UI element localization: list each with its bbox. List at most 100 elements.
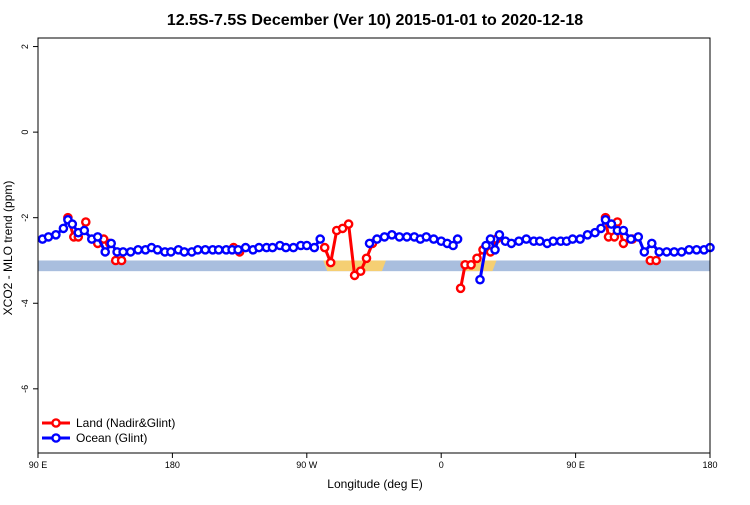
series-1-point — [254, 242, 264, 253]
series-1-point — [548, 236, 559, 246]
legend: Land (Nadir&Glint)Ocean (Glint) — [42, 416, 175, 445]
series-0-point — [81, 217, 91, 227]
series-1-point — [281, 242, 291, 253]
series-1-point — [606, 219, 617, 229]
series-1-point — [43, 232, 54, 242]
series-0-point — [455, 283, 466, 294]
series-1-point — [166, 247, 176, 257]
series-1-point — [626, 234, 636, 244]
series-1-point — [633, 232, 644, 242]
x-axis: 90 E 180 90 W 0 90 E 180 — [29, 453, 718, 470]
series-0-point — [349, 270, 360, 281]
series-1-point — [452, 234, 463, 244]
series-1-point — [372, 234, 382, 244]
series-0-point — [355, 266, 366, 277]
series-1-point — [684, 244, 694, 255]
y-axis: 2 0 -2 -4 -6 — [20, 44, 38, 393]
y-tick-label: -2 — [20, 214, 30, 222]
series-1-point — [233, 244, 243, 255]
series-1-point — [67, 219, 78, 229]
series-1-point — [428, 234, 439, 244]
series-0-point — [116, 255, 127, 266]
series-layer — [37, 212, 715, 294]
series-1-point — [118, 247, 128, 257]
series-0-point — [618, 238, 629, 249]
series-1-point — [267, 242, 278, 253]
series-1-point — [661, 247, 672, 257]
legend-label: Land (Nadir&Glint) — [76, 416, 175, 430]
series-1-point — [125, 247, 136, 257]
series-1-point — [590, 227, 600, 238]
series-1-point — [106, 238, 116, 249]
series-1-point — [600, 214, 611, 225]
series-1-point — [654, 247, 665, 257]
series-1-point — [240, 242, 251, 253]
x-tick-label: 0 — [439, 460, 444, 470]
series-1-point — [179, 247, 190, 257]
y-tick-label: -6 — [20, 385, 30, 393]
series-1-point — [387, 229, 397, 240]
legend-label: Ocean (Glint) — [76, 431, 147, 445]
series-0-point — [361, 253, 372, 264]
series-1-point — [79, 225, 90, 236]
y-tick-label: -4 — [20, 299, 30, 307]
series-1-point — [379, 232, 390, 242]
reference-band-layer — [38, 260, 710, 272]
x-tick-label: 180 — [165, 460, 180, 470]
y-tick-label: 2 — [20, 44, 30, 49]
x-axis-label: Longitude (deg E) — [327, 477, 422, 491]
series-1-point — [213, 244, 224, 255]
series-0-point — [319, 242, 330, 253]
series-0-point — [343, 219, 354, 229]
series-1-point — [535, 236, 545, 246]
legend-swatch-marker — [51, 433, 61, 443]
series-1-point — [92, 232, 103, 242]
series-1-point — [448, 240, 458, 251]
x-tick-label: 90 W — [296, 460, 318, 470]
series-1-point — [490, 244, 500, 255]
series-1-point — [475, 274, 485, 285]
series-1-point — [301, 240, 312, 251]
series-1-point — [575, 234, 585, 244]
series-1-point — [494, 229, 505, 240]
series-0-point — [472, 253, 482, 264]
series-1-point — [567, 234, 578, 244]
series-1-point — [100, 247, 110, 257]
chart-title: 12.5S-7.5S December (Ver 10) 2015-01-01 … — [167, 12, 583, 29]
y-axis-label: XCO2 - MLO trend (ppm) — [1, 181, 15, 316]
series-1-point — [691, 244, 702, 255]
x-tick-label: 90 E — [29, 460, 48, 470]
series-1-point — [200, 244, 211, 255]
series-1-point — [506, 238, 517, 249]
plot-frame — [37, 37, 711, 454]
x-tick-label: 90 E — [566, 460, 585, 470]
series-1-point — [288, 242, 299, 253]
series-1-point — [639, 247, 650, 257]
series-1-point — [192, 244, 203, 255]
series-1-point — [521, 234, 532, 244]
series-1-point — [514, 236, 524, 246]
series-1-point — [58, 223, 69, 234]
series-0-point — [325, 257, 336, 268]
series-1-point — [133, 244, 143, 255]
series-1-point — [51, 229, 61, 240]
series-1-point — [315, 234, 326, 244]
series-1-point — [647, 238, 657, 249]
series-1-point — [364, 238, 375, 249]
series-1-point — [582, 229, 593, 240]
series-1-point — [669, 247, 680, 257]
series-1-point — [309, 242, 320, 253]
series-1-point — [676, 247, 687, 257]
legend-swatch-marker — [51, 418, 61, 428]
series-1-point — [152, 244, 163, 255]
series-1-point — [485, 234, 496, 244]
series-1-point — [481, 240, 491, 251]
y-tick-label: 0 — [20, 130, 30, 135]
series-1-point — [421, 232, 432, 242]
series-0-point — [337, 223, 348, 234]
series-1-point — [596, 223, 606, 234]
series-1-point — [402, 232, 412, 242]
series-0-point — [651, 255, 662, 266]
